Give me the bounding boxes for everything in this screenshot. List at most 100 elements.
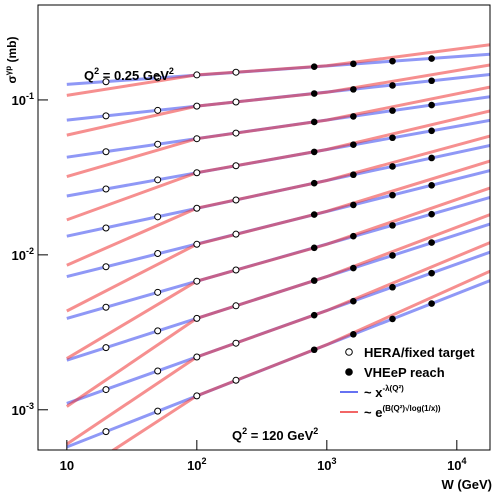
data-point	[102, 344, 110, 352]
data-point	[193, 240, 201, 248]
y-tick-exponent: -3	[26, 401, 34, 411]
data-point	[154, 367, 162, 375]
projected-point	[310, 277, 318, 284]
legend-name: HERA/fixed target	[364, 345, 475, 360]
data-point	[193, 277, 201, 285]
projected-point	[310, 346, 318, 354]
data-point	[232, 129, 240, 137]
x-tick-label: 103	[317, 456, 336, 473]
data-point	[232, 98, 240, 106]
legend-label: ~ x-λ(Q²)	[364, 384, 404, 400]
data-point	[193, 102, 201, 110]
model-curve	[66, 85, 490, 179]
projected-point	[428, 239, 435, 246]
annotation: Q2 = 0.25 GeV2	[84, 66, 174, 83]
data-point	[154, 74, 162, 82]
data-point	[193, 392, 201, 400]
projected-point	[389, 134, 396, 142]
projected-point	[310, 244, 318, 252]
data-point	[193, 169, 201, 177]
data-point	[154, 213, 162, 221]
y-tick-exponent: -2	[26, 246, 34, 256]
projected-point	[428, 210, 435, 218]
data-point	[102, 224, 110, 232]
data-point	[154, 288, 162, 296]
projected-point	[389, 82, 396, 89]
projected-point	[350, 113, 357, 120]
x-tick-label: 10	[60, 458, 74, 473]
x-tick-exponent: 2	[202, 456, 207, 466]
data-point	[232, 162, 240, 170]
y-axis-title: σγp (mb)	[4, 37, 19, 84]
projected-point	[428, 127, 435, 135]
data-point	[102, 263, 110, 271]
legend-swatch	[345, 348, 353, 356]
plot-area	[65, 43, 490, 450]
projected-point	[428, 55, 435, 62]
y-tick-label: 10-3	[12, 401, 34, 418]
annotation: Q2 = 120 GeV2	[232, 426, 318, 443]
annotation-sup: 2	[94, 66, 99, 76]
legend-sup: -λ(Q²)	[382, 384, 404, 393]
y-tick-label: 10-2	[12, 246, 34, 263]
data-point	[232, 266, 240, 274]
y-tick-base: 10	[12, 403, 26, 418]
data-point	[154, 327, 162, 335]
annotation-part: = 120 GeV	[247, 428, 313, 443]
data-point	[102, 148, 110, 156]
data-point	[102, 185, 110, 193]
legend-label: HERA/fixed target	[364, 345, 475, 360]
y-tick-base: 10	[12, 93, 26, 108]
projected-point	[389, 191, 396, 199]
projected-point	[310, 90, 318, 97]
x-axis-title: W (GeV)	[441, 477, 492, 492]
projected-point	[389, 283, 396, 291]
projected-point	[310, 63, 318, 70]
projected-point	[350, 232, 357, 240]
model-curve	[65, 241, 490, 446]
x-tick-base: 10	[317, 458, 331, 473]
data-point	[232, 230, 240, 238]
projected-point	[428, 101, 435, 109]
legend-sup: (B(Q²)√log(1/x))	[382, 404, 440, 413]
data-point	[102, 303, 110, 311]
data-point	[232, 376, 240, 384]
model-curve	[65, 213, 490, 408]
legend-name: ~ e	[364, 405, 382, 420]
model-curve	[66, 63, 490, 137]
projected-point	[389, 315, 396, 323]
y-title-sup: γp	[4, 66, 13, 75]
projected-point	[389, 163, 396, 170]
projected-point	[350, 331, 357, 338]
projected-point	[428, 300, 435, 307]
legend: HERA/fixed target VHEeP reach ~ x-λ(Q²) ~ e…	[340, 345, 475, 420]
model-curve	[66, 43, 490, 97]
projected-point	[389, 222, 396, 229]
y-title-part: (mb)	[5, 37, 19, 66]
data-point	[193, 135, 201, 143]
data-point	[102, 112, 110, 120]
projected-point	[350, 171, 357, 179]
projected-point	[350, 60, 357, 68]
model-curve	[110, 269, 490, 450]
data-point	[193, 204, 201, 212]
projected-point	[350, 264, 357, 272]
data-point	[193, 314, 201, 322]
projected-point	[310, 211, 318, 218]
annotation-part: Q	[232, 428, 242, 443]
data-point	[154, 176, 162, 184]
projected-point	[310, 118, 318, 126]
x-tick-exponent: 3	[332, 456, 337, 466]
annotation-sup: 2	[313, 426, 318, 436]
projected-point	[389, 107, 396, 114]
projected-point	[310, 311, 318, 319]
projected-point	[389, 57, 396, 65]
data-point	[102, 428, 110, 436]
annotation-sup: 2	[169, 66, 174, 76]
annotation-part: = 0.25 GeV	[99, 68, 169, 83]
y-tick-base: 10	[12, 248, 26, 263]
x-tick-label: 102	[187, 456, 206, 473]
legend-label: ~ e(B(Q²)√log(1/x))	[364, 404, 441, 420]
legend-name: VHEeP reach	[364, 365, 445, 380]
